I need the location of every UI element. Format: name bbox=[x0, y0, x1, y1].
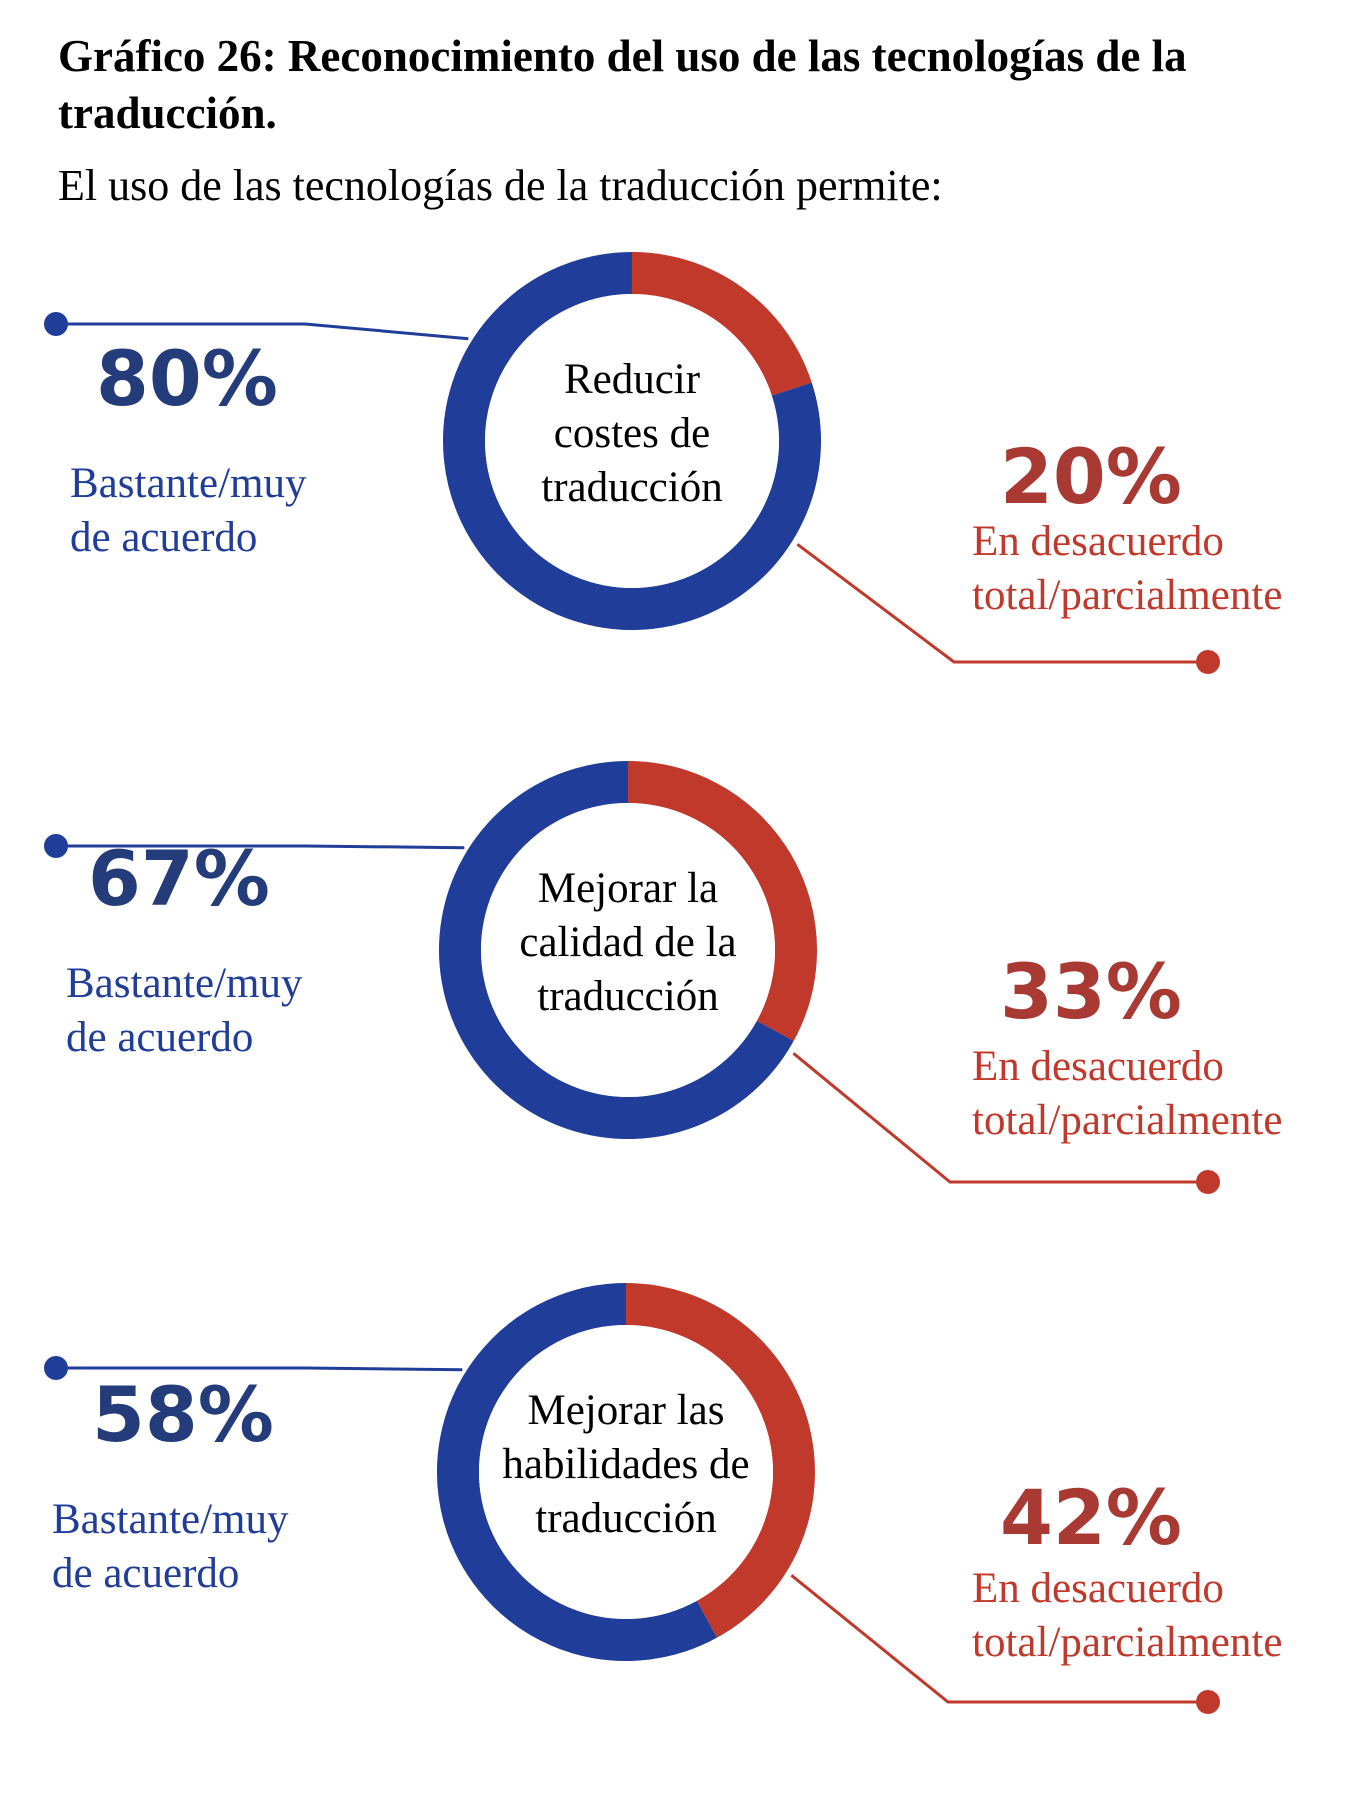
agree-slice bbox=[437, 1283, 718, 1661]
disagree-label: En desacuerdo bbox=[972, 1565, 1224, 1612]
agree-slice bbox=[443, 252, 821, 630]
agree-slice bbox=[439, 761, 794, 1139]
disagree-slice bbox=[625, 1283, 815, 1638]
disagree-label: total/parcialmente bbox=[972, 1097, 1282, 1144]
disagree-leader-line bbox=[796, 543, 1208, 664]
disagree-value-label: 42% bbox=[1000, 1473, 1182, 1562]
disagree-label: total/parcialmente bbox=[972, 572, 1282, 619]
agree-label: Bastante/muy bbox=[66, 960, 303, 1007]
disagree-leader-dot bbox=[1196, 1170, 1220, 1194]
agree-label: de acuerdo bbox=[52, 1550, 239, 1597]
disagree-leader-line bbox=[792, 1052, 1208, 1184]
disagree-label: En desacuerdo bbox=[972, 1043, 1224, 1090]
disagree-value-label: 20% bbox=[1000, 432, 1182, 521]
chart-title: Gráfico 26: Reconocimiento del uso de la… bbox=[58, 31, 1187, 138]
center-label: Reducir bbox=[564, 356, 700, 403]
center-label: habilidades de bbox=[502, 1441, 749, 1488]
disagree-leader-dot bbox=[1196, 1690, 1220, 1714]
center-label: traducción bbox=[535, 1495, 716, 1542]
center-label: traducción bbox=[541, 464, 722, 511]
agree-value-label: 67% bbox=[88, 834, 270, 923]
donut-hole bbox=[481, 803, 775, 1097]
disagree-slice bbox=[627, 761, 817, 1042]
center-label: traducción bbox=[537, 973, 718, 1020]
agree-leader-line bbox=[56, 1366, 463, 1372]
agree-label: de acuerdo bbox=[66, 1014, 253, 1061]
donut-hole bbox=[479, 1325, 773, 1619]
donut-hole bbox=[485, 294, 779, 588]
agree-leader-line bbox=[56, 322, 469, 341]
agree-value-label: 80% bbox=[96, 334, 278, 423]
agree-label: de acuerdo bbox=[70, 514, 257, 561]
agree-label: Bastante/muy bbox=[70, 460, 307, 507]
center-label: Mejorar la bbox=[538, 865, 718, 912]
agree-label: Bastante/muy bbox=[52, 1496, 289, 1543]
disagree-leader-line bbox=[790, 1574, 1208, 1704]
chart-subtitle: El uso de las tecnologías de la traducci… bbox=[58, 161, 943, 210]
disagree-label: En desacuerdo bbox=[972, 518, 1224, 565]
agree-value-label: 58% bbox=[92, 1370, 274, 1459]
agree-leader-line bbox=[56, 844, 465, 850]
disagree-slice bbox=[631, 252, 812, 397]
center-label: Mejorar las bbox=[527, 1387, 724, 1434]
disagree-value-label: 33% bbox=[1000, 947, 1182, 1036]
disagree-label: total/parcialmente bbox=[972, 1619, 1282, 1666]
center-label: costes de bbox=[554, 410, 710, 457]
disagree-leader-dot bbox=[1196, 650, 1220, 674]
center-label: calidad de la bbox=[519, 919, 736, 966]
